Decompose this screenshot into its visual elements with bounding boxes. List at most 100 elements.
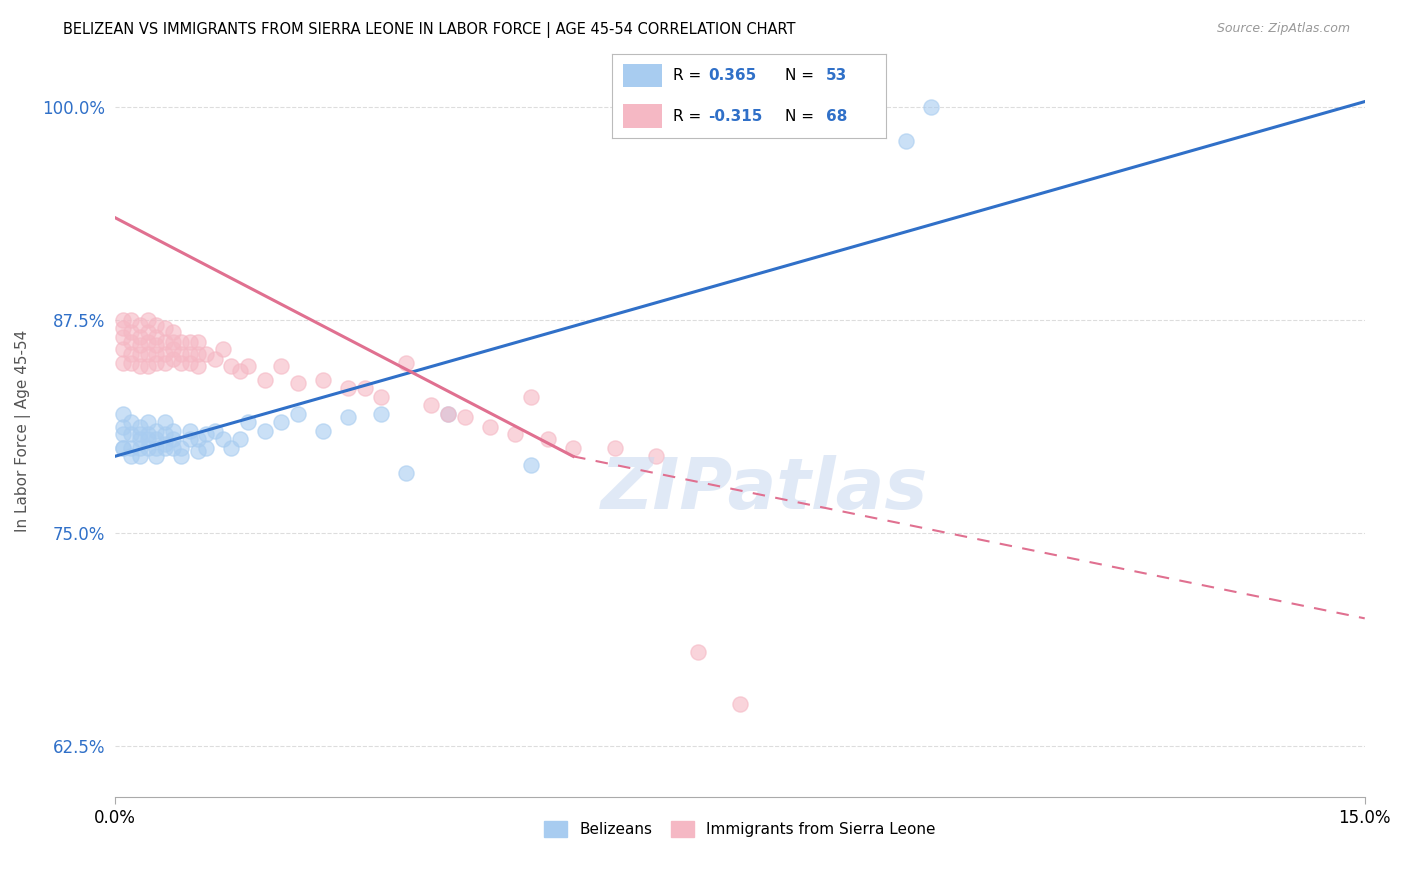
Point xyxy=(153,334,176,349)
Point xyxy=(204,424,226,438)
Point xyxy=(153,355,176,369)
Point xyxy=(170,355,193,369)
Point xyxy=(537,432,560,446)
Point xyxy=(170,441,193,455)
Point xyxy=(478,420,501,434)
Point xyxy=(179,355,201,369)
Point xyxy=(195,441,218,455)
Point xyxy=(121,334,143,349)
Point xyxy=(287,376,309,390)
Point xyxy=(112,355,135,369)
Point xyxy=(520,458,543,472)
Point xyxy=(128,318,150,332)
Point xyxy=(437,407,460,421)
Text: Source: ZipAtlas.com: Source: ZipAtlas.com xyxy=(1216,22,1350,36)
Bar xyxy=(623,63,662,87)
Point xyxy=(121,313,143,327)
Point xyxy=(503,427,526,442)
Point xyxy=(121,347,143,361)
Point xyxy=(187,334,209,349)
Point xyxy=(229,432,252,446)
Point xyxy=(145,432,167,446)
Point xyxy=(136,427,159,442)
Point xyxy=(454,410,477,425)
Point xyxy=(204,352,226,367)
Point xyxy=(128,420,150,434)
Point xyxy=(136,359,159,373)
Point xyxy=(145,441,167,455)
Point xyxy=(112,441,135,455)
Point xyxy=(170,334,193,349)
Point xyxy=(162,334,184,349)
Text: 68: 68 xyxy=(827,109,848,124)
Point xyxy=(337,381,360,395)
Point xyxy=(153,347,176,361)
Point xyxy=(145,338,167,352)
Point xyxy=(136,334,159,349)
Point xyxy=(153,427,176,442)
Point xyxy=(562,441,585,455)
Point xyxy=(221,441,243,455)
Point xyxy=(187,359,209,373)
Point xyxy=(153,437,176,451)
Point xyxy=(145,318,167,332)
Point xyxy=(162,325,184,339)
Point xyxy=(195,347,218,361)
Point xyxy=(153,415,176,429)
Point xyxy=(645,450,668,464)
Point xyxy=(121,427,143,442)
Point xyxy=(145,450,167,464)
Point xyxy=(353,381,375,395)
Point xyxy=(136,325,159,339)
Point xyxy=(162,352,184,367)
Point xyxy=(121,355,143,369)
Point xyxy=(112,342,135,356)
Point xyxy=(145,424,167,438)
Text: N =: N = xyxy=(785,68,820,83)
Point xyxy=(312,424,335,438)
Point xyxy=(270,415,292,429)
Point xyxy=(253,424,276,438)
Point xyxy=(162,441,184,455)
Point xyxy=(395,467,418,481)
Point xyxy=(128,359,150,373)
Point xyxy=(236,359,259,373)
Point xyxy=(179,424,201,438)
Point xyxy=(270,359,292,373)
Point xyxy=(688,645,710,659)
Point xyxy=(136,441,159,455)
Text: -0.315: -0.315 xyxy=(709,109,763,124)
Text: 53: 53 xyxy=(827,68,848,83)
Point xyxy=(121,325,143,339)
Point xyxy=(121,415,143,429)
Text: R =: R = xyxy=(672,109,706,124)
Point xyxy=(112,427,135,442)
Point xyxy=(128,347,150,361)
Point xyxy=(153,441,176,455)
Point xyxy=(112,321,135,335)
Point xyxy=(179,347,201,361)
Text: BELIZEAN VS IMMIGRANTS FROM SIERRA LEONE IN LABOR FORCE | AGE 45-54 CORRELATION : BELIZEAN VS IMMIGRANTS FROM SIERRA LEONE… xyxy=(63,22,796,38)
Y-axis label: In Labor Force | Age 45-54: In Labor Force | Age 45-54 xyxy=(15,330,31,532)
Point xyxy=(121,441,143,455)
Point xyxy=(145,355,167,369)
Text: N =: N = xyxy=(785,109,820,124)
Point xyxy=(136,313,159,327)
Point xyxy=(370,407,392,421)
Text: 0.365: 0.365 xyxy=(709,68,756,83)
Point xyxy=(153,321,176,335)
Point xyxy=(187,432,209,446)
Point xyxy=(170,347,193,361)
Point xyxy=(112,441,135,455)
Point xyxy=(187,444,209,458)
Point xyxy=(112,407,135,421)
Point xyxy=(195,427,218,442)
Point xyxy=(212,342,235,356)
Point xyxy=(136,432,159,446)
Point xyxy=(128,432,150,446)
Point xyxy=(128,450,150,464)
Point xyxy=(170,450,193,464)
Point xyxy=(121,450,143,464)
Point xyxy=(728,697,751,711)
Point xyxy=(229,364,252,378)
